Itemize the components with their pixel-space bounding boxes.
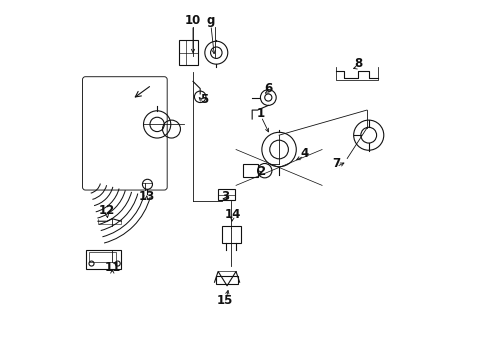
Bar [218,189,235,201]
Bar [87,250,121,269]
Text: g: g [207,14,215,27]
Text: 8: 8 [354,57,362,70]
Text: 5: 5 [199,93,208,106]
Text: 13: 13 [138,190,154,203]
Bar [243,164,258,177]
Text: 1: 1 [257,107,265,120]
Text: 15: 15 [217,294,233,307]
Text: 2: 2 [257,165,265,177]
Text: 14: 14 [224,208,241,221]
Bar [221,226,242,243]
Text: 6: 6 [264,82,272,95]
Text: 10: 10 [185,14,201,27]
Text: 3: 3 [221,190,229,203]
Text: 11: 11 [104,261,121,274]
Bar [216,276,238,284]
Bar [179,40,198,65]
Text: 4: 4 [300,147,308,159]
Text: 12: 12 [99,204,115,217]
Bar [89,252,116,262]
Text: 7: 7 [332,157,341,170]
